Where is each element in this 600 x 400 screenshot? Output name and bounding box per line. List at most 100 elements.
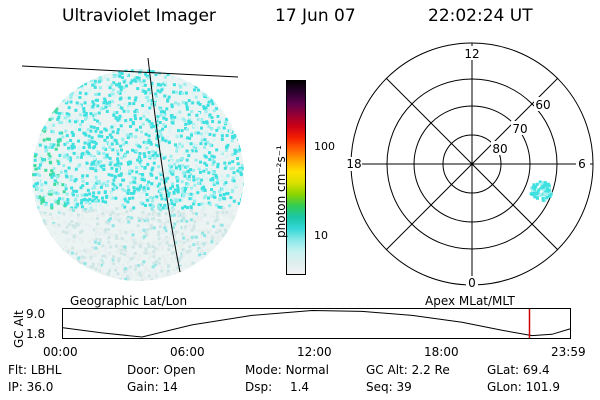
emission-pixel [208, 256, 212, 259]
emission-pixel [116, 272, 120, 276]
emission-pixel [70, 119, 74, 122]
emission-pixel [139, 69, 143, 73]
emission-pixel [54, 94, 58, 98]
header-time: 22:02:24 UT [428, 6, 533, 26]
emission-pixel [145, 233, 149, 237]
emission-pixel [50, 269, 54, 273]
emission-pixel [102, 232, 106, 236]
emission-pixel [166, 253, 170, 257]
emission-pixel [96, 213, 100, 217]
emission-pixel [199, 215, 203, 219]
emission-pixel [89, 271, 92, 275]
emission-pixel [94, 98, 98, 102]
emission-pixel [119, 71, 123, 75]
emission-pixel [203, 241, 207, 245]
emission-pixel [54, 280, 58, 281]
latitude-line [21, 65, 239, 78]
altitude-timeline [62, 308, 571, 339]
emission-pixel [50, 78, 53, 82]
emission-pixel [110, 166, 114, 170]
emission-pixel [113, 94, 117, 98]
emission-pixel [57, 223, 61, 227]
emission-pixel [120, 246, 124, 250]
emission-pixel [83, 249, 87, 253]
emission-pixel [202, 135, 206, 139]
emission-pixel [234, 252, 238, 256]
emission-pixel [138, 243, 142, 247]
emission-pixel [91, 262, 95, 266]
emission-pixel [210, 92, 214, 96]
emission-pixel [62, 151, 65, 155]
emission-pixel [111, 100, 115, 104]
emission-pixel [188, 249, 192, 253]
polar-emission-pixel [530, 186, 533, 190]
emission-pixel [188, 269, 192, 273]
emission-pixel [163, 170, 167, 174]
emission-pixel [138, 71, 142, 75]
emission-pixel [152, 250, 156, 254]
emission-pixel [82, 107, 86, 110]
emission-pixel [242, 270, 244, 274]
emission-pixel [89, 252, 93, 256]
emission-pixel [239, 87, 243, 91]
emission-pixel [149, 142, 153, 146]
emission-pixel [56, 90, 60, 94]
emission-pixel [39, 185, 43, 189]
lat-label-60: 60 [535, 98, 550, 112]
emission-pixel [133, 264, 137, 268]
emission-pixel [86, 91, 90, 95]
emission-pixel [160, 247, 164, 251]
emission-pixel [164, 139, 168, 143]
emission-pixel [147, 151, 151, 154]
emission-pixel [153, 98, 157, 102]
emission-pixel [71, 258, 75, 262]
emission-pixel [142, 260, 146, 264]
emission-pixel [198, 77, 202, 81]
flt-label: Flt: [8, 363, 27, 377]
emission-pixel [221, 280, 225, 281]
emission-pixel [210, 188, 214, 192]
emission-pixel [216, 115, 220, 118]
emission-pixel [36, 181, 39, 185]
emission-pixel [112, 81, 116, 85]
emission-pixel [135, 76, 139, 80]
emission-pixel [48, 104, 52, 108]
emission-pixel [119, 173, 123, 177]
emission-pixel [148, 155, 152, 158]
emission-pixel [202, 105, 206, 109]
emission-pixel [167, 141, 171, 145]
emission-pixel [138, 195, 142, 199]
emission-pixel [158, 278, 162, 281]
emission-pixel [202, 93, 206, 97]
emission-pixel [180, 92, 184, 95]
emission-pixel [149, 140, 153, 144]
emission-pixel [127, 96, 131, 100]
emission-pixel [111, 88, 115, 92]
emission-pixel [78, 128, 82, 132]
emission-pixel [192, 243, 196, 247]
emission-pixel [39, 229, 43, 233]
emission-pixel [229, 231, 233, 235]
emission-pixel [47, 82, 50, 86]
emission-pixel [103, 254, 107, 258]
emission-pixel [149, 227, 153, 230]
emission-pixel [44, 203, 48, 207]
emission-pixel [90, 180, 94, 183]
emission-pixel [243, 130, 244, 134]
polar-emission-pixel [536, 190, 540, 194]
status-ip: IP: 36.0 [8, 380, 53, 394]
emission-pixel [131, 245, 135, 249]
emission-pixel [211, 120, 215, 123]
ip-label: IP: [8, 380, 23, 394]
emission-pixel [64, 187, 68, 191]
emission-pixel [238, 202, 242, 205]
emission-pixel [93, 112, 97, 116]
emission-pixel [75, 249, 79, 253]
mode-value: Normal [285, 363, 329, 377]
emission-pixel [196, 101, 200, 105]
emission-pixel [139, 136, 143, 140]
emission-pixel [148, 274, 151, 278]
emission-pixel [76, 216, 80, 220]
emission-pixel [69, 259, 73, 263]
emission-pixel [61, 252, 65, 256]
